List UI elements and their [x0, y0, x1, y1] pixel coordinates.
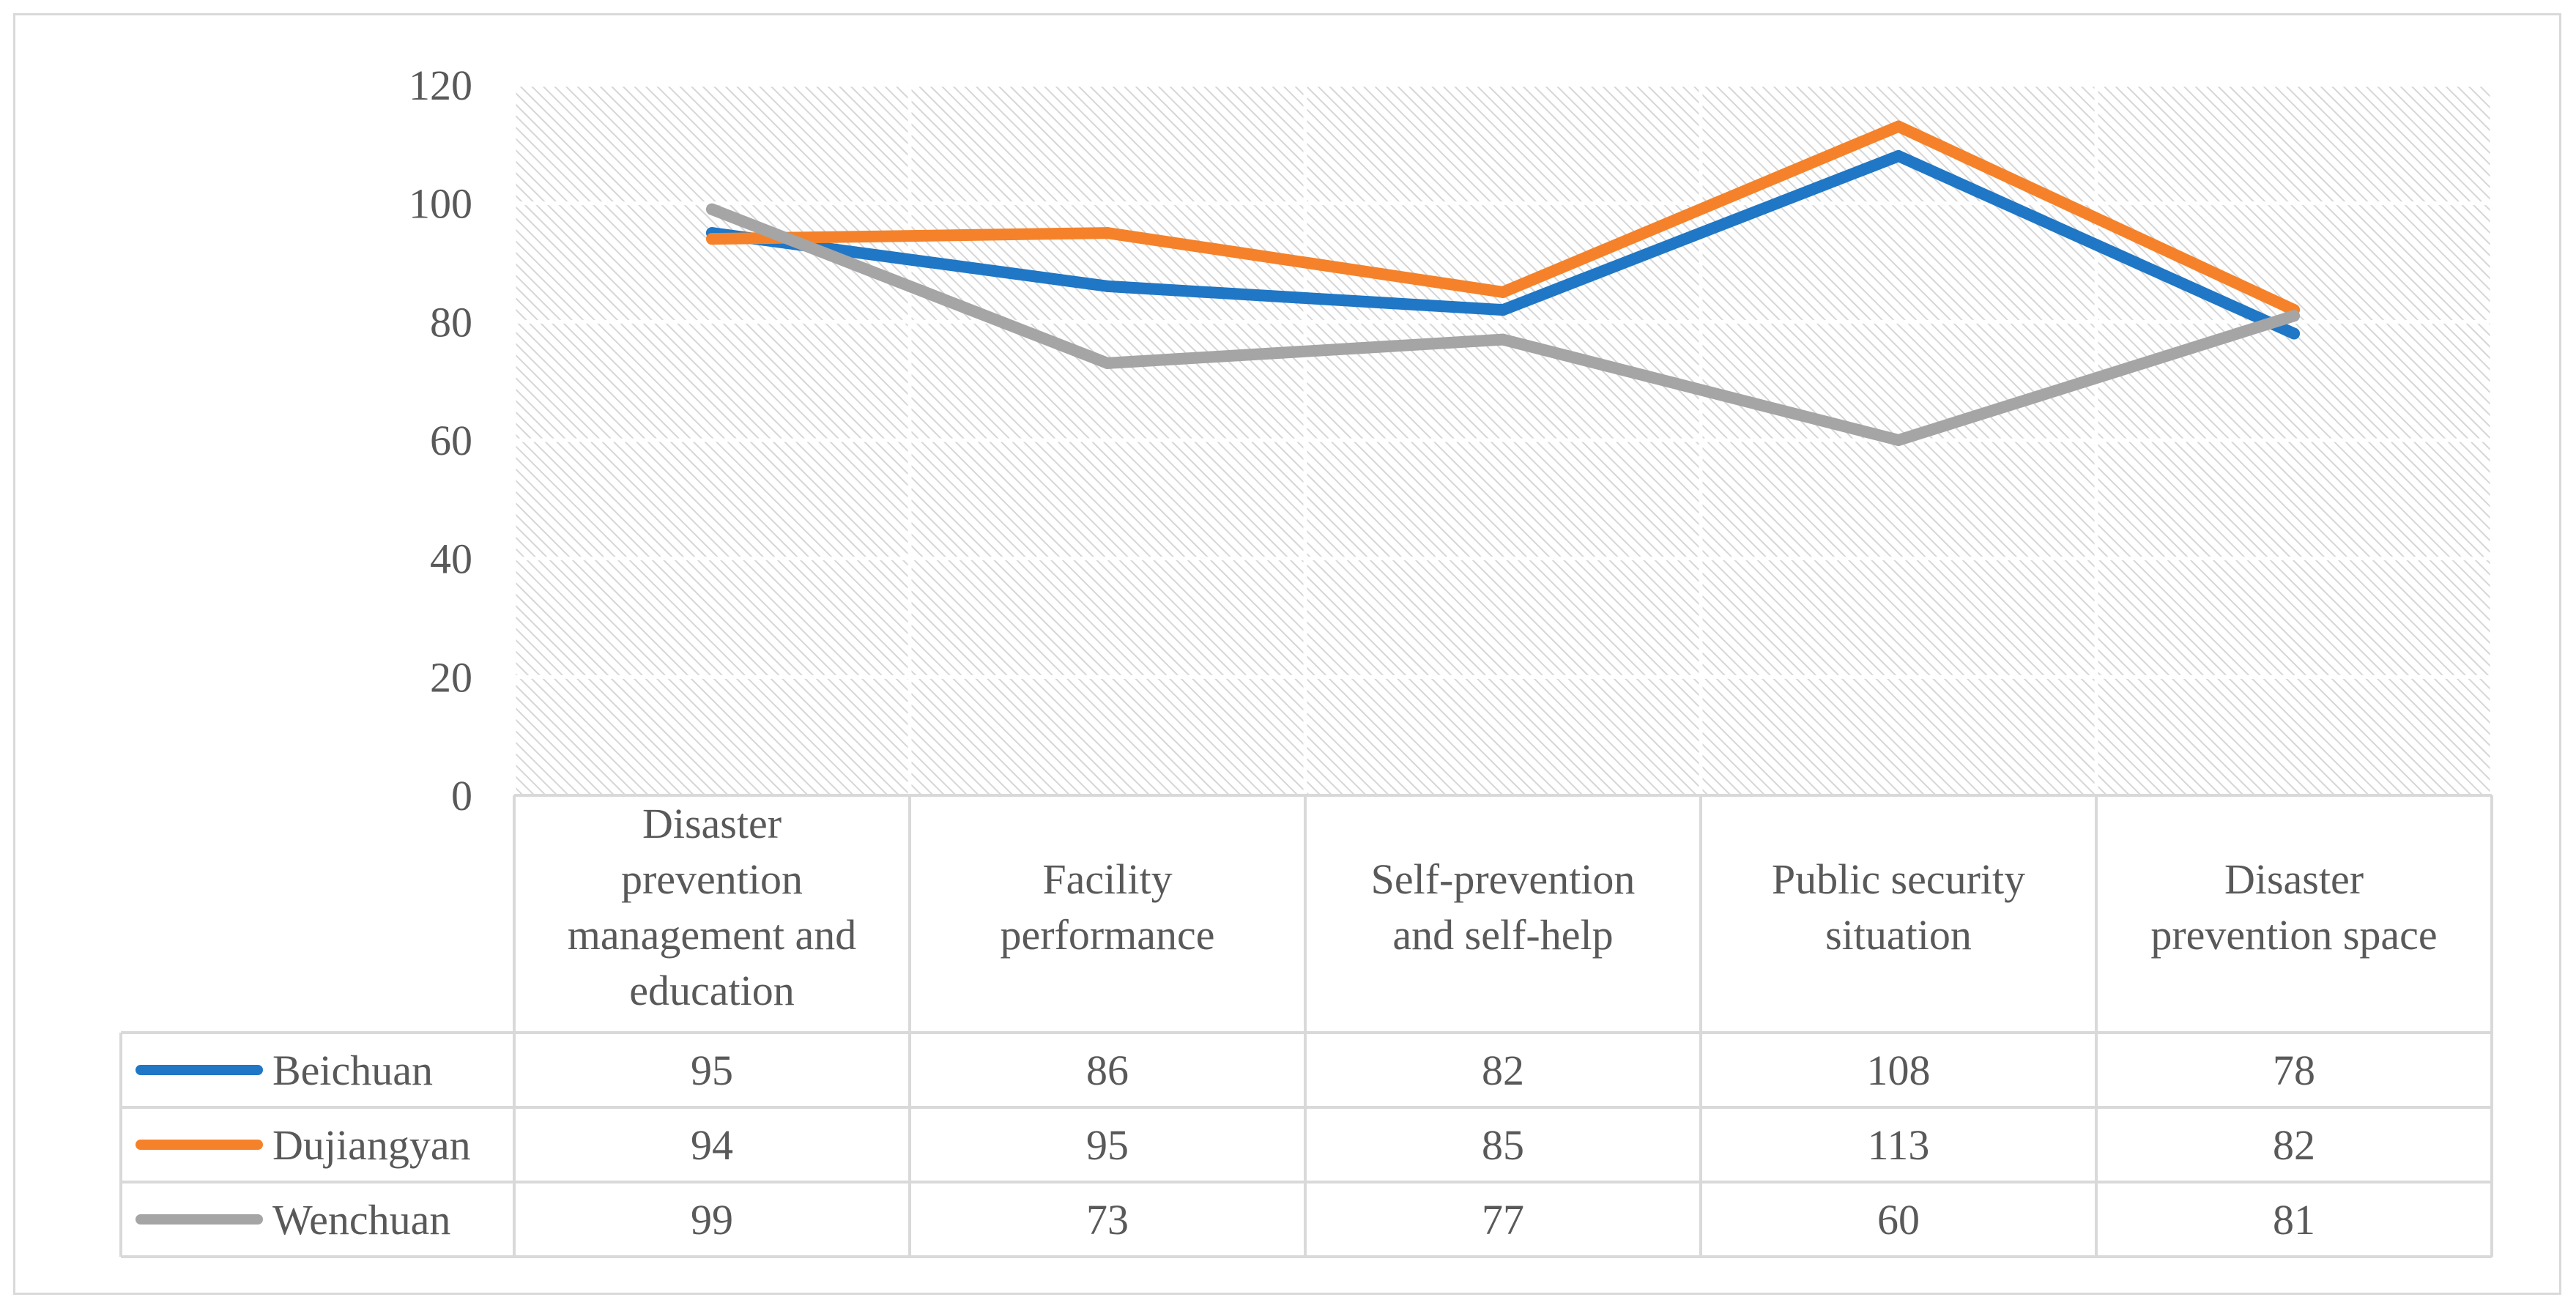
- legend-label-wenchuan: Wenchuan: [272, 1196, 450, 1244]
- data-point-beichuan-1: [1102, 280, 1113, 292]
- y-tick-label-100: 100: [409, 180, 472, 228]
- table-value-beichuan-3: 108: [1867, 1047, 1931, 1094]
- y-tick-label-40: 40: [430, 535, 472, 583]
- series-lines: [706, 120, 2300, 446]
- table-value-wenchuan-3: 60: [1877, 1196, 1920, 1244]
- y-tick-label-120: 120: [409, 62, 472, 109]
- legend-label-dujiangyan: Dujiangyan: [272, 1121, 471, 1169]
- data-point-dujiangyan-1: [1102, 227, 1113, 239]
- table-value-wenchuan-0: 99: [691, 1196, 733, 1244]
- table-value-beichuan-2: 82: [1482, 1047, 1524, 1094]
- data-point-dujiangyan-3: [1893, 120, 1904, 133]
- table-value-dujiangyan-3: 113: [1868, 1121, 1930, 1169]
- gridlines: [512, 83, 2494, 795]
- table-value-wenchuan-2: 77: [1482, 1196, 1524, 1244]
- y-tick-label-20: 20: [430, 653, 472, 701]
- table-value-beichuan-4: 78: [2273, 1047, 2315, 1094]
- data-table: Disaster prevention management and educatio…: [119, 794, 2493, 1258]
- data-point-wenchuan-2: [1497, 333, 1509, 346]
- category-label-4: Disaster prevention space: [2150, 855, 2437, 959]
- data-point-dujiangyan-2: [1497, 286, 1509, 298]
- table-value-dujiangyan-4: 82: [2273, 1121, 2315, 1169]
- data-point-beichuan-2: [1497, 304, 1509, 316]
- data-point-beichuan-4: [2288, 327, 2300, 340]
- data-point-wenchuan-0: [706, 203, 718, 215]
- data-point-dujiangyan-0: [706, 233, 718, 245]
- y-tick-label-80: 80: [430, 298, 472, 346]
- y-tick-label-60: 60: [430, 417, 472, 464]
- table-value-beichuan-1: 86: [1086, 1047, 1129, 1094]
- table-value-dujiangyan-1: 95: [1086, 1121, 1129, 1169]
- table-value-beichuan-0: 95: [691, 1047, 733, 1094]
- y-tick-label-0: 0: [451, 772, 472, 820]
- category-label-3: Public security situation: [1772, 855, 2025, 959]
- data-point-wenchuan-1: [1102, 357, 1113, 369]
- data-point-wenchuan-4: [2288, 310, 2300, 322]
- table-value-dujiangyan-0: 94: [691, 1121, 733, 1169]
- table-value-wenchuan-1: 73: [1086, 1196, 1129, 1244]
- legend-label-beichuan: Beichuan: [272, 1047, 433, 1094]
- category-label-0: Disaster prevention management and educatio…: [568, 800, 857, 1014]
- table-value-dujiangyan-2: 85: [1482, 1121, 1524, 1169]
- data-point-wenchuan-3: [1893, 434, 1904, 446]
- table-value-wenchuan-4: 81: [2273, 1196, 2315, 1244]
- category-label-1: Facility performance: [1000, 855, 1214, 959]
- data-point-beichuan-3: [1893, 150, 1904, 162]
- y-axis: 0 20 40 60 80 100 120: [409, 62, 472, 820]
- category-label-2: Self-prevention and self-help: [1371, 855, 1636, 959]
